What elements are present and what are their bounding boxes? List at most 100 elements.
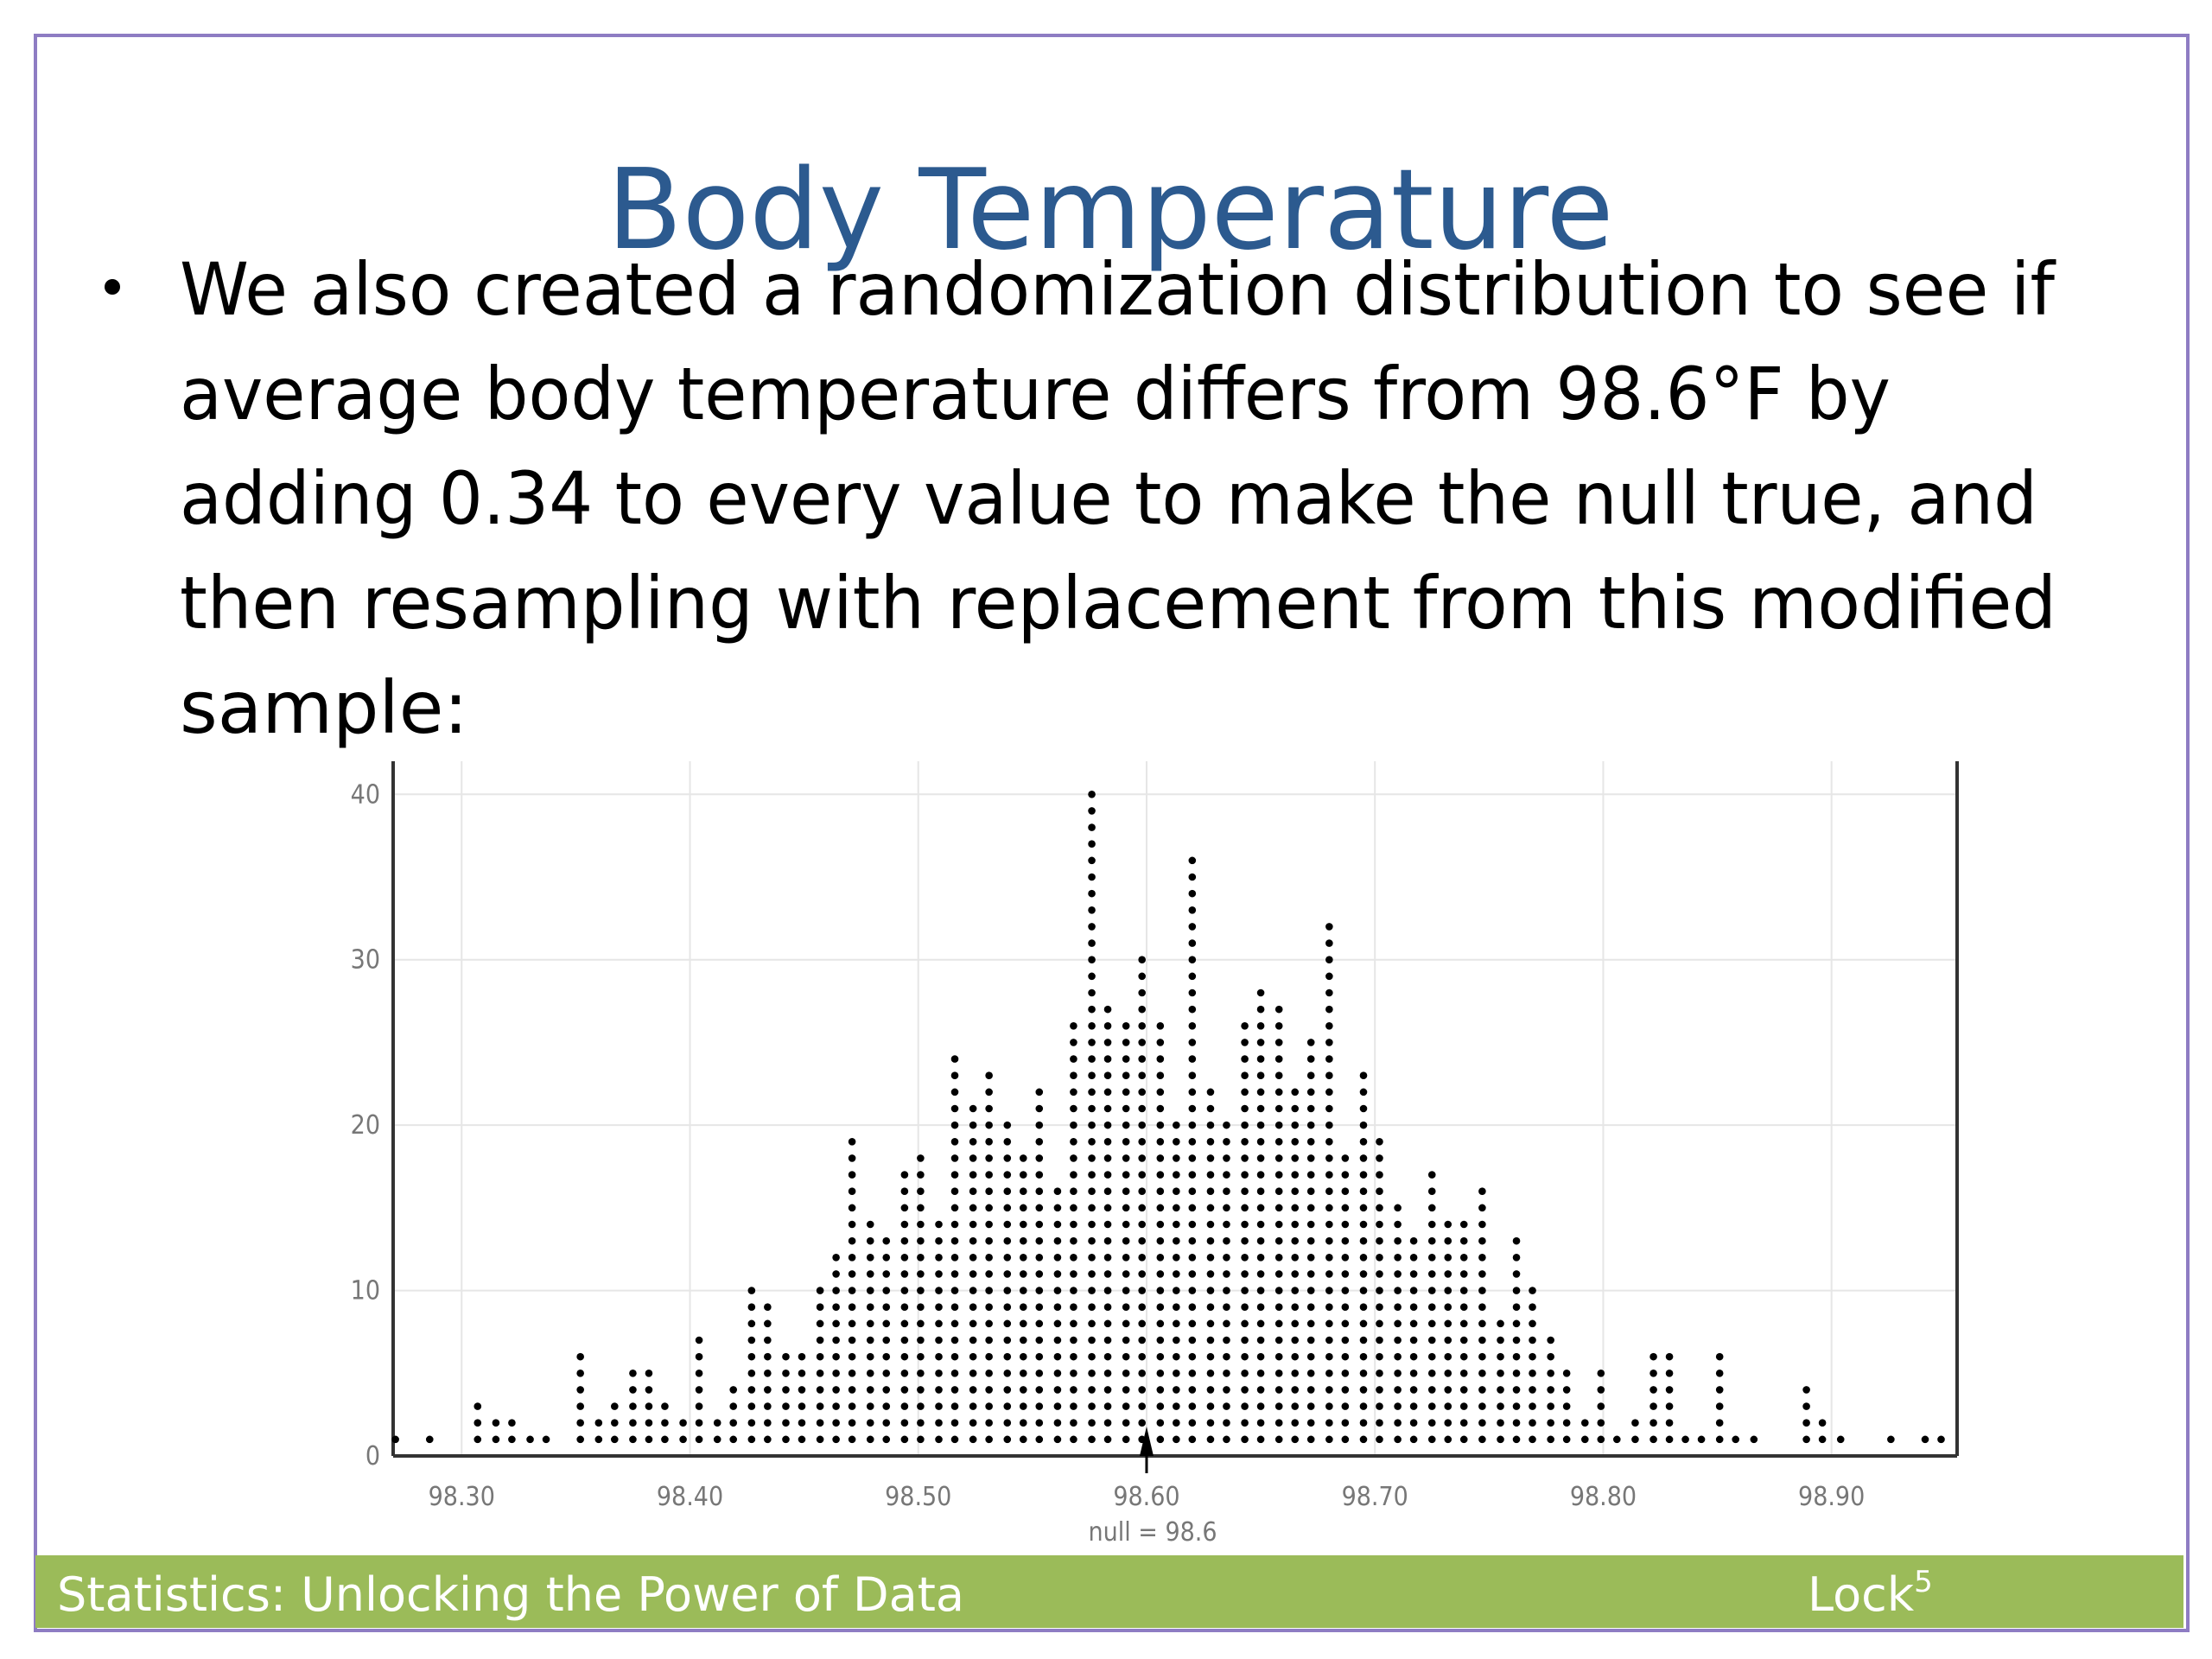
dot-column <box>1750 1435 1758 1444</box>
dot <box>969 1253 977 1262</box>
dot <box>1274 1386 1283 1394</box>
dot <box>1035 1104 1044 1113</box>
dot <box>1138 1088 1146 1096</box>
dot <box>985 1319 993 1328</box>
dot <box>848 1386 856 1394</box>
dot <box>1173 1369 1180 1377</box>
dot <box>747 1287 756 1294</box>
dot <box>1359 1253 1368 1262</box>
dot <box>1223 1187 1230 1196</box>
dot-column <box>1580 1419 1589 1444</box>
dot <box>1035 1336 1044 1344</box>
dot <box>1274 1121 1283 1129</box>
dot <box>832 1319 840 1328</box>
dot-column <box>1427 1171 1436 1444</box>
dot <box>1173 1121 1180 1129</box>
dot <box>1274 1369 1283 1377</box>
dot <box>1562 1419 1571 1427</box>
dot <box>848 1187 856 1196</box>
chart: 0 10 20 30 40 98.30 98.40 98.50 98.60 98.70 98.80 9… <box>328 752 1979 1555</box>
dot <box>542 1435 550 1444</box>
dot <box>969 1352 977 1361</box>
dot <box>1274 1435 1283 1444</box>
dot <box>1359 1104 1368 1113</box>
dot <box>1459 1287 1468 1294</box>
dot <box>1306 1270 1315 1278</box>
dot <box>1223 1435 1230 1444</box>
dot <box>1394 1402 1402 1410</box>
dot <box>1223 1303 1230 1312</box>
dot <box>1223 1287 1230 1294</box>
dot <box>1359 1137 1368 1146</box>
dot <box>1409 1287 1418 1294</box>
dot <box>1241 1253 1249 1262</box>
dot-column <box>1156 1021 1165 1444</box>
dot <box>1053 1402 1062 1410</box>
dot <box>1003 1154 1012 1162</box>
dot <box>1088 1386 1096 1394</box>
dot <box>1206 1154 1215 1162</box>
chart-background <box>328 752 1979 1555</box>
dot <box>1173 1137 1180 1146</box>
dot <box>950 1319 959 1328</box>
dot <box>1223 1171 1230 1179</box>
dot <box>1306 1253 1315 1262</box>
dot <box>866 1236 874 1245</box>
dot <box>1206 1336 1215 1344</box>
dot <box>950 1154 959 1162</box>
dot <box>816 1435 824 1444</box>
dot <box>1122 1055 1130 1063</box>
dot <box>1325 1021 1333 1030</box>
dot <box>1223 1419 1230 1427</box>
dot <box>1256 1402 1265 1410</box>
dot <box>1562 1369 1571 1377</box>
dot <box>832 1336 840 1344</box>
dot <box>1003 1386 1012 1394</box>
dot <box>1138 1220 1146 1229</box>
dot <box>1019 1171 1027 1179</box>
dot-column <box>1274 1005 1283 1444</box>
dot <box>950 1088 959 1096</box>
dot <box>1088 1204 1096 1212</box>
dot <box>1665 1419 1674 1427</box>
dot <box>1256 1369 1265 1377</box>
dot <box>1409 1386 1418 1394</box>
dot <box>985 1137 993 1146</box>
footer-left: Statistics: Unlocking the Power of Data <box>57 1567 964 1622</box>
dot <box>1138 972 1146 981</box>
dot <box>900 1220 909 1229</box>
dot <box>1427 1236 1436 1245</box>
dot <box>985 1220 993 1229</box>
dot-column <box>508 1419 516 1444</box>
dot <box>1035 1236 1044 1245</box>
dot <box>832 1435 840 1444</box>
dot <box>747 1419 756 1427</box>
dot <box>1088 823 1096 831</box>
dot <box>1122 1104 1130 1113</box>
dot <box>1274 1005 1283 1014</box>
dot <box>1325 1071 1333 1080</box>
dot <box>1459 1270 1468 1278</box>
dot <box>935 1435 943 1444</box>
dot <box>1394 1220 1402 1229</box>
dot <box>1206 1386 1215 1394</box>
dot <box>935 1419 943 1427</box>
dot-column <box>1512 1236 1521 1444</box>
dot <box>1019 1402 1027 1410</box>
dot <box>1188 1187 1197 1196</box>
dot-column <box>1937 1435 1945 1444</box>
dot <box>1306 1154 1315 1162</box>
dot <box>1274 1187 1283 1196</box>
dot <box>1070 1154 1077 1162</box>
dot <box>816 1419 824 1427</box>
dot <box>1138 988 1146 997</box>
dot <box>1274 1220 1283 1229</box>
dot <box>1256 1253 1265 1262</box>
dot <box>1003 1303 1012 1312</box>
dot <box>1306 1287 1315 1294</box>
dot <box>1325 1435 1333 1444</box>
dot <box>1035 1303 1044 1312</box>
slide-title: Body Temperature <box>607 146 1614 275</box>
dot <box>1341 1402 1350 1410</box>
dot <box>1497 1386 1504 1394</box>
